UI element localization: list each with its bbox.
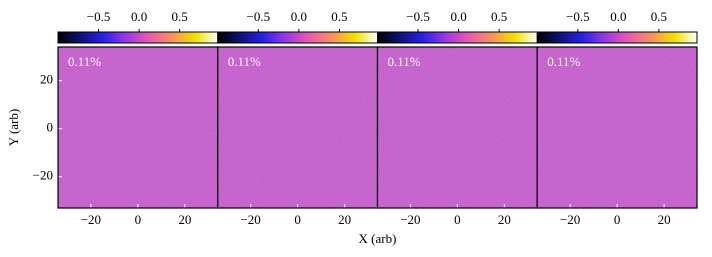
colorbar: [536, 31, 698, 44]
x-tick-label: −20: [240, 212, 260, 227]
y-tick-label: 0: [47, 120, 54, 135]
colorbar-tick-label: −0.5: [246, 9, 270, 24]
x-tick-label: 20: [658, 212, 671, 227]
x-tick-label: 0: [614, 212, 621, 227]
heatmap-texture: [58, 47, 218, 208]
panel-frame: [536, 46, 698, 209]
annotation: 0.11%: [388, 54, 421, 69]
x-tick-label: 0: [454, 212, 461, 227]
heatmap-texture: [537, 47, 697, 208]
colorbar-tick-label: 0.0: [291, 9, 307, 24]
x-tick-label: 20: [498, 212, 511, 227]
annotation: 0.11%: [228, 54, 261, 69]
colorbar-tick-label: 0.5: [491, 9, 507, 24]
x-tick-label: −20: [400, 212, 420, 227]
colorbar-tick-label: 0.5: [651, 9, 667, 24]
heatmap-texture: [377, 47, 538, 208]
colorbar-tick-label: 0.0: [610, 9, 626, 24]
colorbar: [57, 31, 219, 44]
y-axis-label: Y (arb): [6, 109, 21, 146]
annotation: 0.11%: [547, 54, 580, 69]
heatmap-texture: [217, 47, 378, 208]
y-tick-label: 20: [40, 72, 53, 87]
colorbar: [217, 31, 378, 44]
colorbar-tick-label: −0.5: [87, 9, 111, 24]
x-tick-label: −20: [81, 212, 101, 227]
x-tick-label: 20: [338, 212, 351, 227]
colorbar-tick-label: 0.5: [172, 9, 188, 24]
colorbar-tick-label: 0.0: [131, 9, 147, 24]
annotation: 0.11%: [68, 54, 101, 69]
colorbar: [377, 31, 538, 44]
colorbar-tick-label: −0.5: [566, 9, 590, 24]
colorbar-tick-label: 0.0: [450, 9, 466, 24]
x-tick-label: 20: [178, 212, 191, 227]
colorbar-tick-label: 0.5: [331, 9, 347, 24]
y-tick-label: −20: [33, 168, 53, 183]
x-tick-label: 0: [135, 212, 142, 227]
x-tick-label: −20: [560, 212, 580, 227]
x-tick-label: 0: [294, 212, 301, 227]
colorbar-tick-label: −0.5: [406, 9, 430, 24]
x-axis-label: X (arb): [359, 231, 397, 246]
